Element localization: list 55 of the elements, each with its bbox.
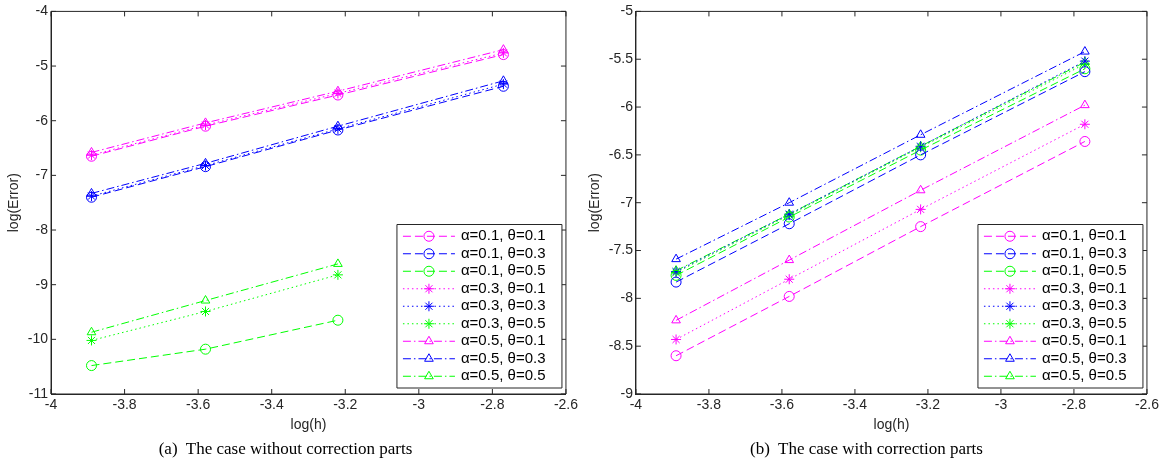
x-tick-label: -3 (412, 396, 426, 413)
y-tick-label: -10 (27, 330, 49, 347)
y-tick-label: -5.5 (608, 50, 634, 67)
x-tick-label: -3.4 (842, 396, 868, 413)
legend-label: α=0.3, θ=0.3 (460, 296, 546, 314)
text: (b) The case with correction parts (750, 439, 983, 459)
legend-label: α=0.5, θ=0.5 (460, 366, 546, 384)
y-tick-label: -7.5 (608, 241, 634, 258)
x-tick-label: -3.2 (333, 396, 358, 413)
legend-label: α=0.5, θ=0.3 (460, 348, 546, 366)
y-tick-label: -4 (35, 2, 49, 19)
y-tick-label: -7 (620, 193, 634, 210)
x-tick-label: -3 (994, 396, 1008, 413)
legend-label: α=0.3, θ=0.3 (1041, 296, 1127, 314)
y-tick-label: -9 (620, 384, 634, 401)
legend-label: α=0.5, θ=0.3 (1041, 348, 1127, 366)
legend-label: α=0.1, θ=0.3 (460, 243, 546, 261)
x-tick-label: -3.2 (915, 396, 941, 413)
x-tick-label: -2.8 (480, 396, 505, 413)
y-tick-label: -5 (35, 56, 49, 73)
legend-label: α=0.3, θ=0.1 (1041, 278, 1127, 296)
y-axis-title: log(Error) (586, 173, 603, 233)
y-tick-label: -6 (620, 97, 634, 114)
y-tick-label: -5 (620, 2, 634, 19)
legend-label: α=0.1, θ=0.1 (460, 226, 546, 244)
legend-label: α=0.3, θ=0.1 (460, 278, 546, 296)
legend-label: α=0.5, θ=0.1 (1041, 331, 1127, 349)
legend-label: α=0.3, θ=0.5 (460, 313, 546, 331)
y-tick-label: -8 (35, 220, 49, 237)
x-tick-label: -3.8 (696, 396, 722, 413)
legend-label: α=0.1, θ=0.3 (1041, 243, 1127, 261)
x-tick-label: -3.8 (112, 396, 137, 413)
legend-label: α=0.1, θ=0.5 (1041, 261, 1127, 279)
legend-label: α=0.3, θ=0.5 (1041, 313, 1127, 331)
y-tick-label: -7 (35, 166, 49, 183)
x-tick-label: -3.6 (769, 396, 795, 413)
y-tick-label: -6 (35, 111, 49, 128)
x-axis-title: log(h) (290, 416, 327, 433)
y-tick-label: -9 (35, 275, 49, 292)
y-tick-label: -8.5 (608, 337, 634, 354)
text: (a) The case without correction parts (158, 439, 413, 459)
y-axis-title: log(Error) (5, 173, 22, 233)
x-tick-label: -2.6 (1134, 396, 1160, 413)
x-tick-label: -3.4 (259, 396, 284, 413)
y-tick-label: -6.5 (608, 145, 634, 162)
x-axis-title: log(h) (873, 416, 910, 433)
y-tick-label: -8 (620, 289, 634, 306)
legend-label: α=0.1, θ=0.1 (1041, 226, 1127, 244)
legend-label: α=0.1, θ=0.5 (460, 261, 546, 279)
y-tick-label: -11 (28, 384, 49, 401)
x-tick-label: -3.6 (186, 396, 211, 413)
x-tick-label: -2.8 (1061, 396, 1087, 413)
legend-label: α=0.5, θ=0.5 (1041, 366, 1127, 384)
x-tick-label: -2.6 (553, 396, 579, 413)
legend-label: α=0.5, θ=0.1 (460, 331, 546, 349)
